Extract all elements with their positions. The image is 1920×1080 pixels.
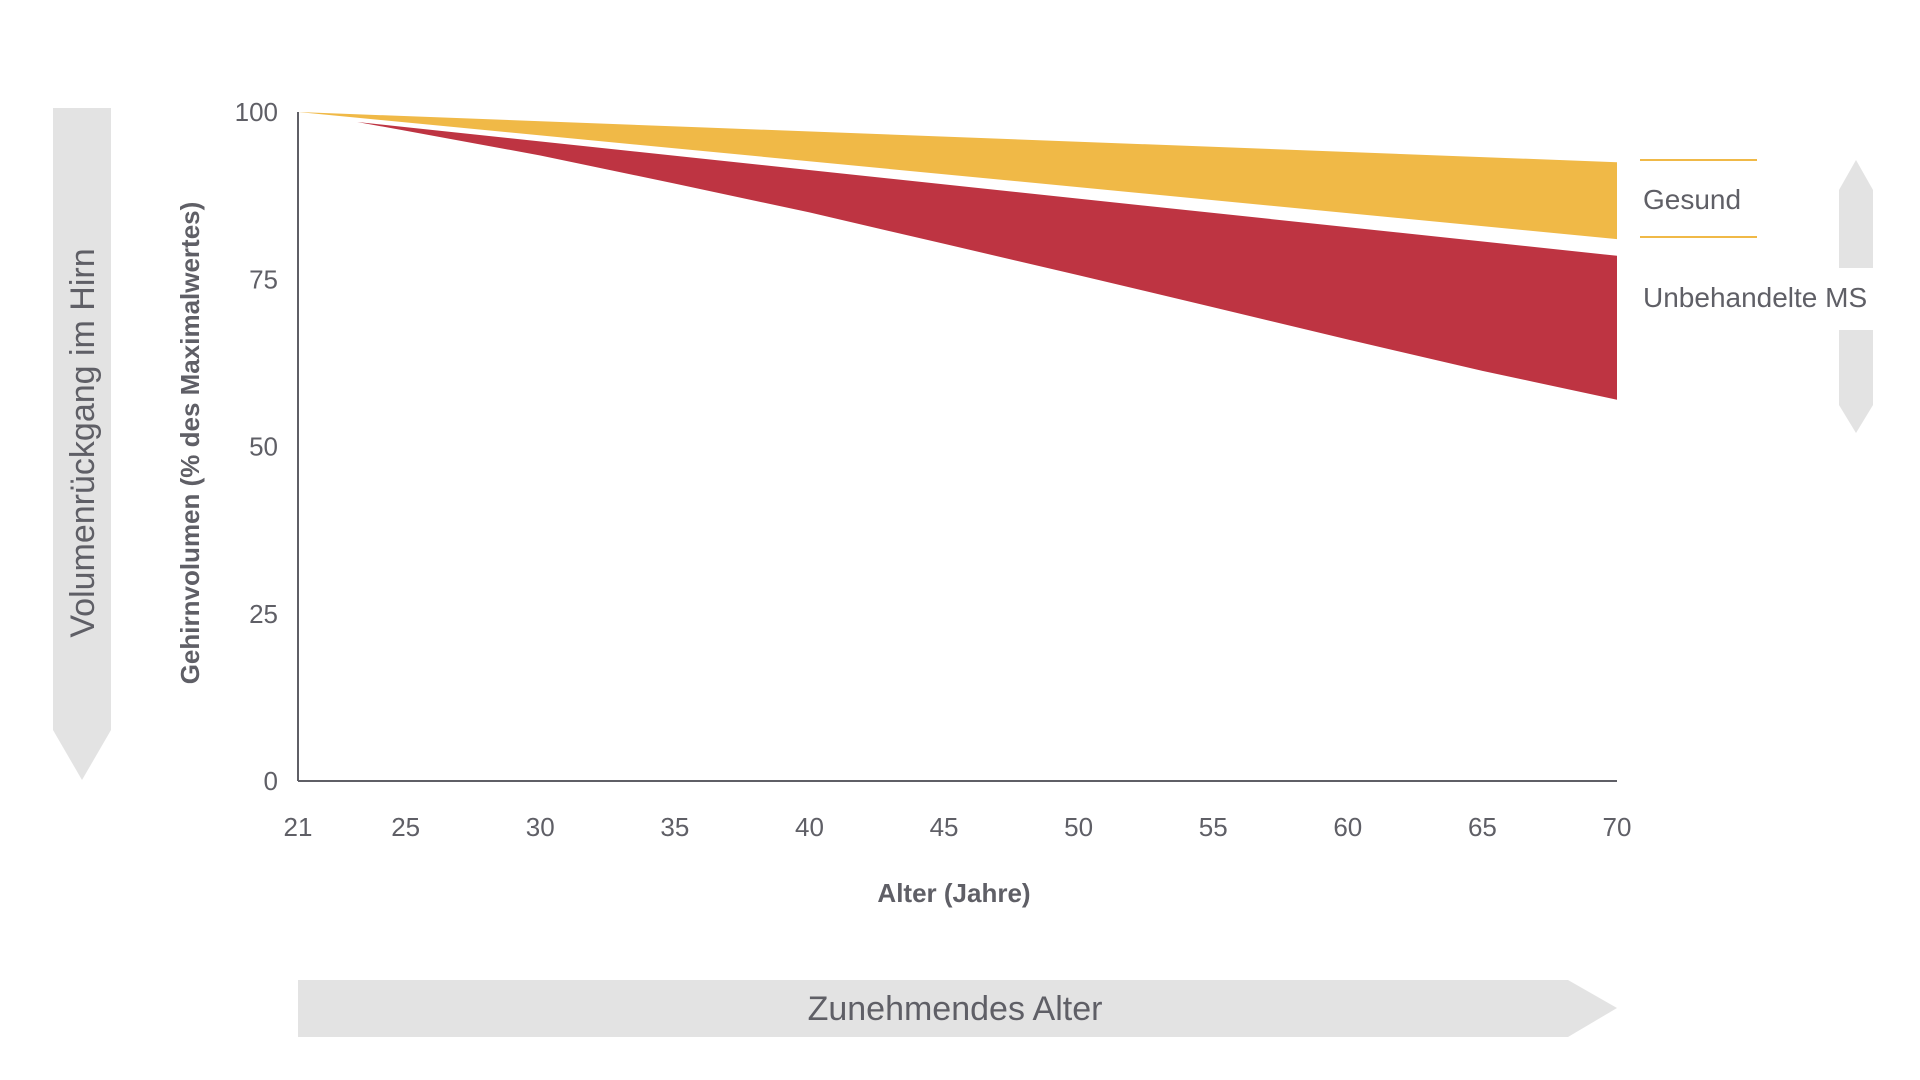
y-tick-label: 0 — [264, 766, 278, 796]
range-arrow-up-icon — [1839, 160, 1873, 268]
y-tick-label: 100 — [235, 97, 278, 127]
legend-label-unbehandelte-ms: Unbehandelte MS — [1643, 282, 1867, 313]
x-tick-label: 25 — [391, 812, 420, 842]
x-tick-label: 50 — [1064, 812, 1093, 842]
range-arrow-down-icon — [1839, 330, 1873, 433]
x-tick-label: 65 — [1468, 812, 1497, 842]
x-tick-label: 70 — [1603, 812, 1632, 842]
y-tick-label: 25 — [249, 599, 278, 629]
y-tick-label: 75 — [249, 264, 278, 294]
y-tick-label: 50 — [249, 432, 278, 462]
x-axis-title: Alter (Jahre) — [877, 878, 1030, 908]
bottom-arrow-label: Zunehmendes Alter — [808, 990, 1103, 1028]
x-tick-label: 45 — [930, 812, 959, 842]
x-tick-label: 35 — [660, 812, 689, 842]
x-tick-label: 40 — [795, 812, 824, 842]
area-series-gesund — [298, 112, 1617, 240]
x-tick-label: 60 — [1333, 812, 1362, 842]
x-tick-label: 30 — [526, 812, 555, 842]
y-tick-labels: 0 25 50 75 100 — [235, 97, 278, 796]
left-arrow-down-icon — [53, 108, 111, 780]
legend-label-gesund: Gesund — [1643, 184, 1741, 215]
x-tick-label: 21 — [284, 812, 313, 842]
area-series-group — [298, 112, 1618, 400]
y-axis-title: Gehirnvolumen (% des Maximalwertes) — [175, 202, 205, 685]
x-tick-label: 55 — [1199, 812, 1228, 842]
left-arrow-label: Volumenrückgang im Hirn — [64, 248, 102, 637]
area-series-unbehandelte-ms — [357, 122, 1618, 400]
bottom-arrow-right-icon — [298, 980, 1617, 1037]
x-tick-labels: 21 25 30 35 40 45 50 55 60 65 70 — [284, 812, 1632, 842]
